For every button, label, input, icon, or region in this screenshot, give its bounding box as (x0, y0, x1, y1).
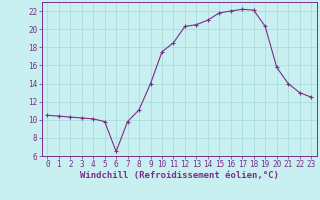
X-axis label: Windchill (Refroidissement éolien,°C): Windchill (Refroidissement éolien,°C) (80, 171, 279, 180)
